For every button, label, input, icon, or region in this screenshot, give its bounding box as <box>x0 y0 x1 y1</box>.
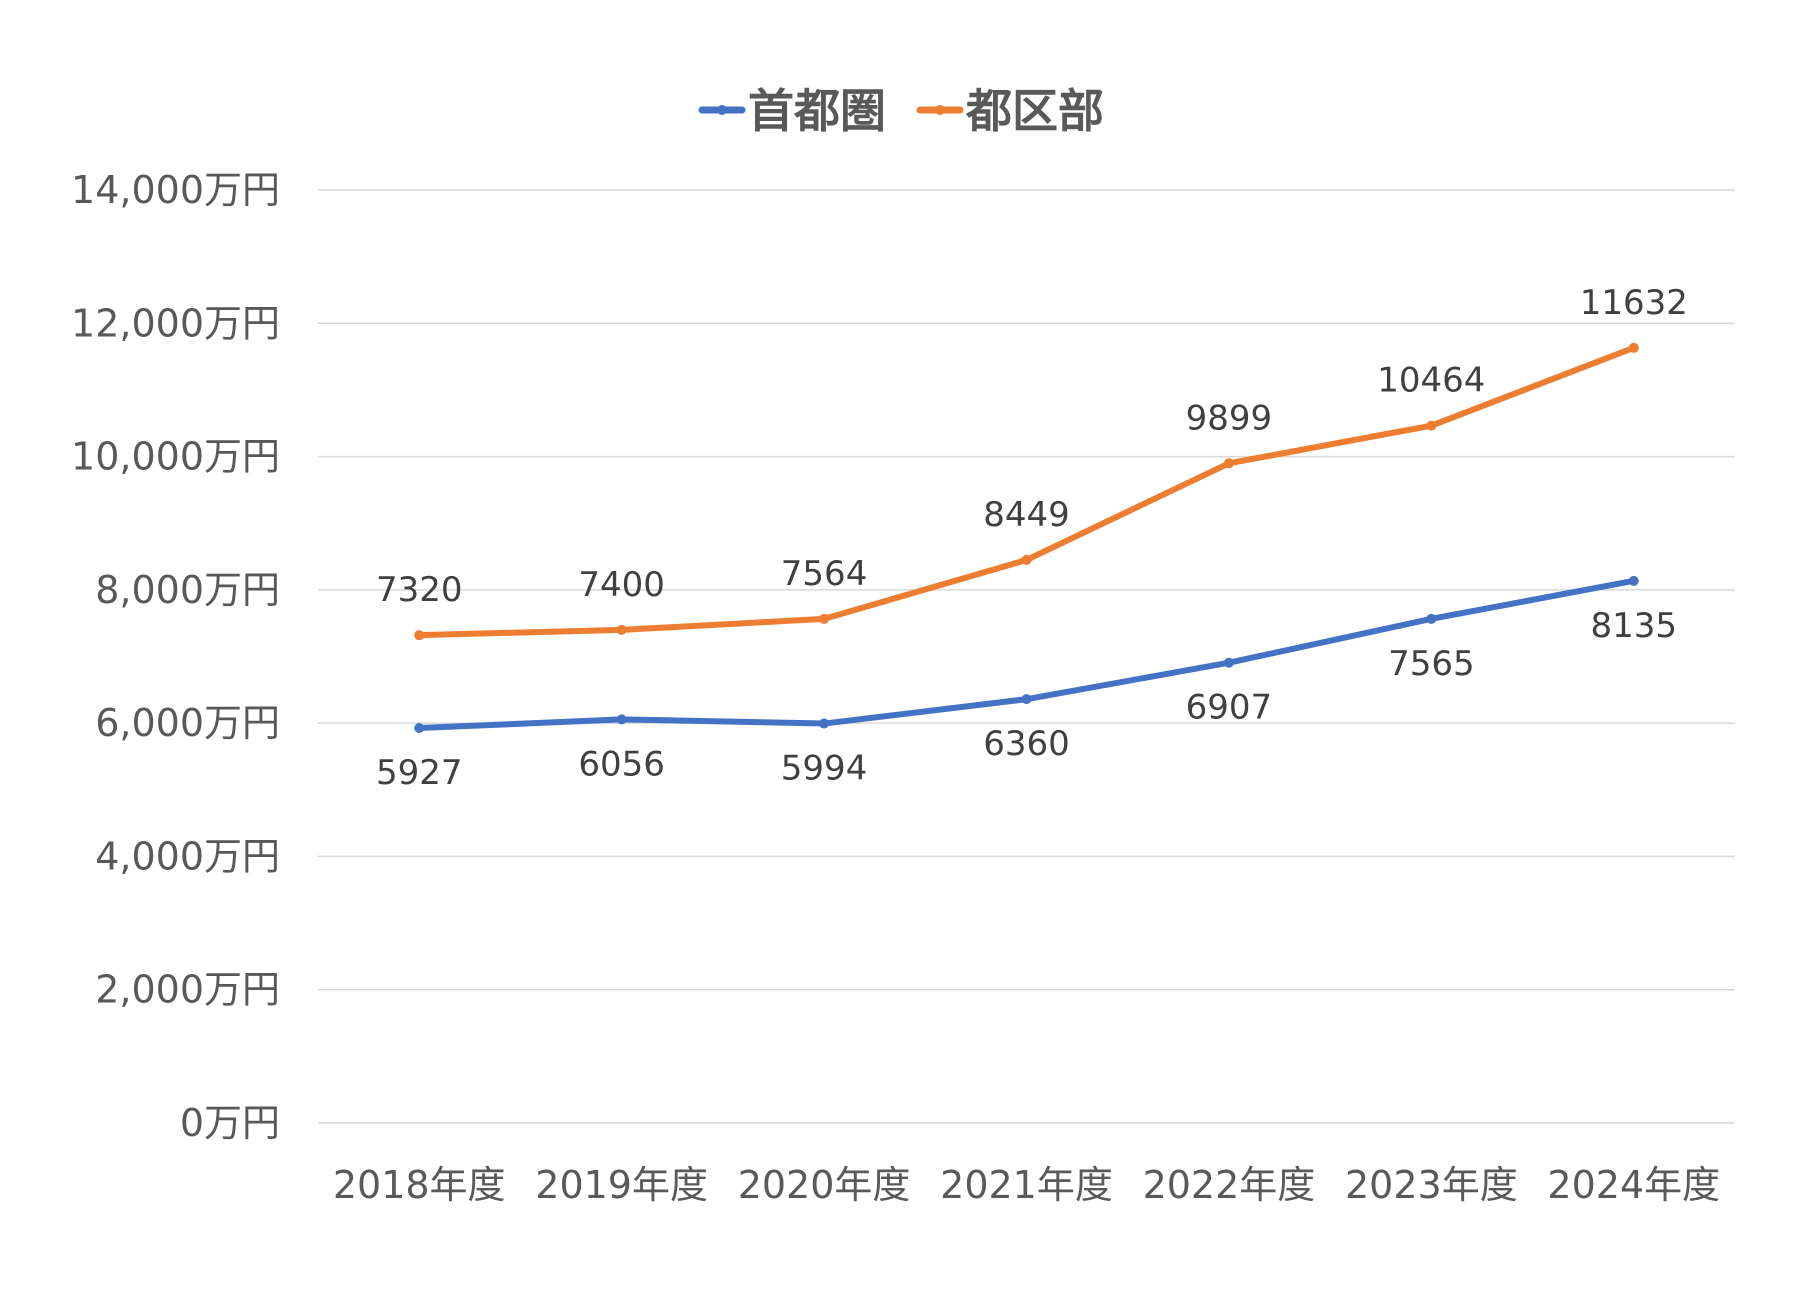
x-tick-label: 2019年度 <box>535 1163 708 1207</box>
y-tick-label: 8,000万円 <box>95 568 280 612</box>
y-tick-label: 2,000万円 <box>95 968 280 1012</box>
legend-label: 首都圏 <box>748 84 886 138</box>
data-point <box>1223 657 1234 668</box>
y-tick-label: 12,000万円 <box>71 301 280 345</box>
legend: 首都圏 都区部 <box>698 84 1104 138</box>
data-label: 8135 <box>1591 606 1678 646</box>
y-tick-label: 10,000万円 <box>71 435 280 479</box>
data-label: 6056 <box>578 744 665 784</box>
y-tick-label: 6,000万円 <box>95 701 280 745</box>
legend-label: 都区部 <box>965 84 1104 138</box>
y-tick-label: 4,000万円 <box>95 834 280 878</box>
data-point <box>819 613 830 624</box>
x-tick-label: 2021年度 <box>940 1163 1113 1207</box>
x-axis: 2018年度 2019年度 2020年度 2021年度 2022年度 2023年度 2024… <box>333 1163 1720 1207</box>
gridlines <box>318 189 1735 1124</box>
data-point <box>1628 575 1639 586</box>
data-point <box>616 624 627 635</box>
data-label: 7320 <box>376 570 463 610</box>
data-label: 6907 <box>1186 688 1273 728</box>
y-tick-label: 14,000万円 <box>71 168 280 212</box>
data-point <box>1021 554 1032 565</box>
data-point <box>616 714 627 725</box>
data-point <box>819 718 830 729</box>
data-point <box>414 630 425 641</box>
y-tick-label: 0万円 <box>180 1101 280 1145</box>
data-label: 7564 <box>781 554 868 594</box>
series-group <box>414 342 1639 734</box>
x-tick-label: 2023年度 <box>1345 1163 1518 1207</box>
data-label: 11632 <box>1580 283 1688 323</box>
data-label: 7565 <box>1388 644 1475 684</box>
data-labels: 5927 6056 5994 6360 6907 7565 8135 7320 7400 7564… <box>376 283 1688 793</box>
data-label: 7400 <box>578 565 665 605</box>
data-label: 8449 <box>983 495 1070 535</box>
data-point <box>414 723 425 734</box>
data-label: 10464 <box>1377 361 1485 401</box>
x-tick-label: 2020年度 <box>738 1163 911 1207</box>
y-axis: 0万円 2,000万円 4,000万円 6,000万円 8,000万円 10,000万円 1… <box>71 168 280 1145</box>
data-label: 5994 <box>781 749 868 789</box>
data-point <box>1426 613 1437 624</box>
x-tick-label: 2018年度 <box>333 1163 506 1207</box>
legend-marker <box>717 105 727 115</box>
data-point <box>1021 694 1032 705</box>
x-tick-label: 2024年度 <box>1547 1163 1720 1207</box>
data-label: 9899 <box>1186 398 1273 438</box>
data-label: 5927 <box>376 753 463 793</box>
data-point <box>1628 342 1639 353</box>
legend-marker <box>935 105 945 115</box>
data-point <box>1426 420 1437 431</box>
data-label: 6360 <box>983 724 1070 764</box>
x-tick-label: 2022年度 <box>1143 1163 1316 1207</box>
data-point <box>1223 458 1234 469</box>
